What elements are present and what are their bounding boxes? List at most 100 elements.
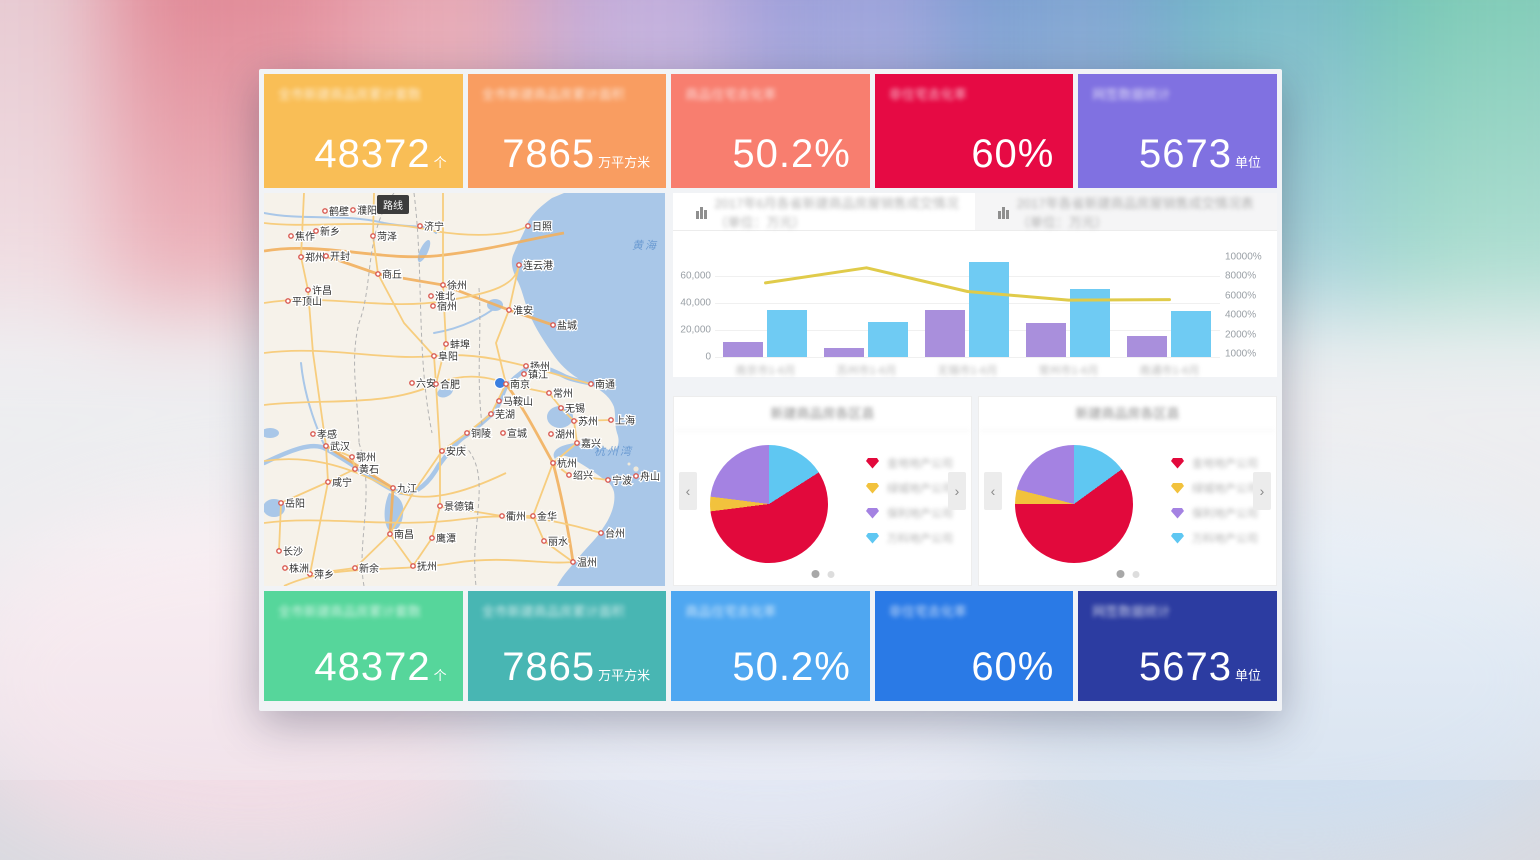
city-label: 杭州 (557, 457, 577, 470)
pie-panels-row: 新建商品房各区县 金地地产公司 绿城地产公司 保利地产公司 万科地产公司 ‹ › 新… (673, 396, 1277, 586)
carousel-prev-button[interactable]: ‹ (984, 472, 1002, 510)
y-axis-right-label: 2000% (1225, 329, 1256, 340)
city-label: 丽水 (548, 536, 568, 548)
city-label: 马鞍山 (503, 395, 533, 408)
city-label: 南昌 (394, 528, 414, 541)
city-label: 衢州 (506, 511, 526, 523)
stat-card-unit: 个 (434, 665, 447, 684)
stat-card-value: 5673 (1139, 647, 1232, 687)
city-dot (324, 254, 328, 258)
stat-card-unit: 单位 (1235, 152, 1261, 171)
stat-card-unit: 单位 (1235, 665, 1261, 684)
city-label: 盐城 (557, 319, 577, 332)
carousel-prev-button[interactable]: ‹ (679, 472, 697, 510)
chart-tab-bar: 2017年6月各省新建商品房屋销售成交情况（单位：万元） 2017年各省新建商品… (673, 193, 1277, 231)
legend-label: 万科地产公司 (887, 530, 953, 546)
carousel-next-button[interactable]: › (948, 472, 966, 510)
city-dot (371, 234, 375, 238)
legend-label: 保利地产公司 (1192, 505, 1258, 521)
city-label: 鄂州 (356, 452, 376, 464)
city-label: 新乡 (320, 225, 340, 238)
chart-tab-active[interactable]: 2017年6月各省新建商品房屋销售成交情况（单位：万元） (673, 193, 975, 230)
legend-label: 万科地产公司 (1192, 530, 1258, 546)
city-label: 镇江 (528, 368, 548, 381)
city-label: 萍乡 (314, 569, 334, 581)
china-region-map[interactable]: 黄海杭州湾焦作新乡鹤壁濮阳菏泽济宁郑州开封许昌平顶山商丘徐州淮北宿州日照连云港淮… (264, 193, 665, 586)
city-label: 蚌埠 (450, 338, 470, 351)
legend-item[interactable]: 保利地产公司 (866, 505, 953, 521)
stat-card-title: 全市新建商品房累计面积 (482, 601, 653, 620)
chart-tab-inactive[interactable]: 2017年各省新建商品房屋销售成交情况表（单位：万元） (975, 193, 1277, 230)
stat-card: 全市新建商品房累计套数 48372 个 (264, 74, 463, 188)
legend-diamond-icon (1171, 533, 1184, 544)
carousel-dot[interactable] (827, 571, 834, 578)
city-dot (559, 406, 563, 410)
stat-card: 商品住宅去化率 50.2% (671, 591, 870, 701)
stat-card-value: 50.2% (732, 134, 850, 174)
city-label: 无锡 (565, 402, 585, 415)
legend-item[interactable]: 金地地产公司 (1171, 455, 1258, 471)
city-label: 连云港 (523, 259, 553, 272)
legend-item[interactable]: 万科地产公司 (866, 530, 953, 546)
stat-card: 网签数据统计 5673 单位 (1078, 591, 1277, 701)
legend-item[interactable]: 绿城地产公司 (866, 480, 953, 496)
pie-title: 新建商品房各区县 (674, 397, 971, 431)
legend-item[interactable]: 万科地产公司 (1171, 530, 1258, 546)
legend-item[interactable]: 保利地产公司 (1171, 505, 1258, 521)
city-label: 黄石 (359, 463, 379, 476)
stat-card: 全市新建商品房累计面积 7865 万平方米 (468, 74, 667, 188)
city-dot (572, 419, 576, 423)
city-label: 武汉 (330, 440, 350, 453)
city-label: 濮阳 (357, 204, 377, 217)
stat-card-title: 全市新建商品房累计面积 (482, 84, 653, 103)
carousel-dot[interactable] (1132, 571, 1139, 578)
pie-legend: 金地地产公司 绿城地产公司 保利地产公司 万科地产公司 (1171, 455, 1258, 546)
city-dot (326, 480, 330, 484)
stat-card-value: 60% (971, 647, 1054, 687)
pie-panel-left: 新建商品房各区县 金地地产公司 绿城地产公司 保利地产公司 万科地产公司 ‹ › (673, 396, 972, 586)
y-axis-left-label: 40,000 (675, 298, 711, 309)
city-label: 淮安 (513, 304, 533, 317)
stat-card-row-bottom: 全市新建商品房累计套数 48372 个全市新建商品房累计面积 7865 万平方米… (264, 591, 1277, 701)
stat-card-title: 非住宅去化率 (889, 601, 1060, 620)
city-label: 台州 (605, 527, 625, 540)
map-canvas[interactable]: 黄海杭州湾焦作新乡鹤壁濮阳菏泽济宁郑州开封许昌平顶山商丘徐州淮北宿州日照连云港淮… (264, 193, 665, 586)
legend-item[interactable]: 金地地产公司 (866, 455, 953, 471)
city-label: 平顶山 (292, 296, 322, 308)
city-dot (606, 478, 610, 482)
carousel-dot[interactable] (811, 570, 819, 578)
city-dot (504, 382, 508, 386)
stat-card-title: 网签数据统计 (1092, 601, 1263, 620)
stat-card-unit: 万平方米 (598, 152, 650, 171)
y-axis-left-label: 0 (675, 352, 711, 363)
growth-line-series (715, 231, 1220, 376)
legend-item[interactable]: 绿城地产公司 (1171, 480, 1258, 496)
city-dot (444, 342, 448, 346)
carousel-dot[interactable] (1116, 570, 1124, 578)
city-label: 芜湖 (495, 408, 515, 421)
city-dot (391, 486, 395, 490)
city-label: 铜陵 (471, 428, 491, 440)
map-route-badge: 路线 (377, 195, 409, 214)
city-dot (350, 455, 354, 459)
stat-card: 全市新建商品房累计套数 48372 个 (264, 591, 463, 701)
city-dot (609, 418, 613, 422)
pie-panel-right: 新建商品房各区县 金地地产公司 绿城地产公司 保利地产公司 万科地产公司‹› (978, 396, 1277, 586)
city-dot (489, 412, 493, 416)
city-label: 金华 (537, 510, 557, 523)
city-label: 六安 (416, 377, 436, 390)
city-dot (634, 474, 638, 478)
city-label: 绍兴 (573, 469, 593, 482)
city-label: 日照 (532, 221, 552, 233)
map-island (633, 466, 638, 471)
y-axis-right-label: 1000% (1225, 349, 1256, 360)
city-dot (500, 514, 504, 518)
city-dot (283, 566, 287, 570)
carousel-next-button[interactable]: › (1253, 472, 1271, 510)
y-axis-right-label: 6000% (1225, 290, 1256, 301)
city-label: 嘉兴 (581, 437, 601, 450)
city-dot (507, 308, 511, 312)
city-dot (589, 382, 593, 386)
legend-diamond-icon (1171, 508, 1184, 519)
